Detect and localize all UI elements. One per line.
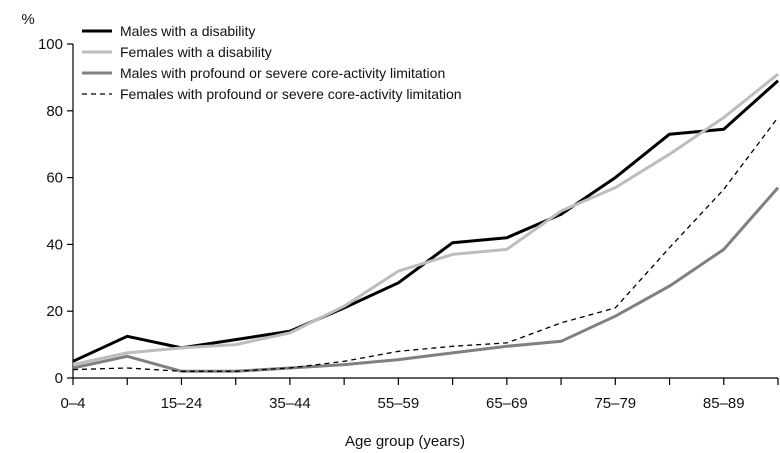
- x-tick-label: 75–79: [594, 395, 636, 412]
- legend-label-4: Females with profound or severe core-act…: [120, 86, 462, 102]
- y-tick-label: 80: [46, 103, 63, 120]
- y-axis-label: %: [21, 11, 34, 28]
- x-tick-label: 0–4: [60, 395, 85, 412]
- y-tick-label: 60: [46, 170, 63, 187]
- x-tick-label: 15–24: [161, 395, 203, 412]
- series-line-1: [72, 79, 780, 363]
- legend-label-1: Males with a disability: [120, 23, 255, 39]
- x-axis-label: Age group (years): [345, 433, 465, 450]
- series-line-2: [72, 72, 779, 367]
- x-tick-label: 85–89: [703, 395, 745, 412]
- y-tick-label: 0: [55, 370, 63, 387]
- axes: 0 20 40 60 80 100 0–4 15–24 35–44 55–59 65–69 75–79…: [38, 36, 779, 412]
- legend-label-2: Females with a disability: [120, 44, 272, 60]
- x-tick-label: 65–69: [486, 395, 528, 412]
- x-tick-label: 55–59: [378, 395, 420, 412]
- series-line-3: [72, 186, 780, 373]
- legend-label-3: Males with profound or severe core-activ…: [120, 65, 445, 81]
- legend: Males with a disability Females with a di…: [82, 23, 462, 102]
- x-tick-label: 35–44: [269, 395, 311, 412]
- y-tick-label: 40: [46, 236, 63, 253]
- y-tick-label: 100: [38, 36, 63, 53]
- series-lines: [72, 72, 780, 373]
- y-tick-label: 20: [46, 303, 63, 320]
- series-line-4: [72, 117, 779, 372]
